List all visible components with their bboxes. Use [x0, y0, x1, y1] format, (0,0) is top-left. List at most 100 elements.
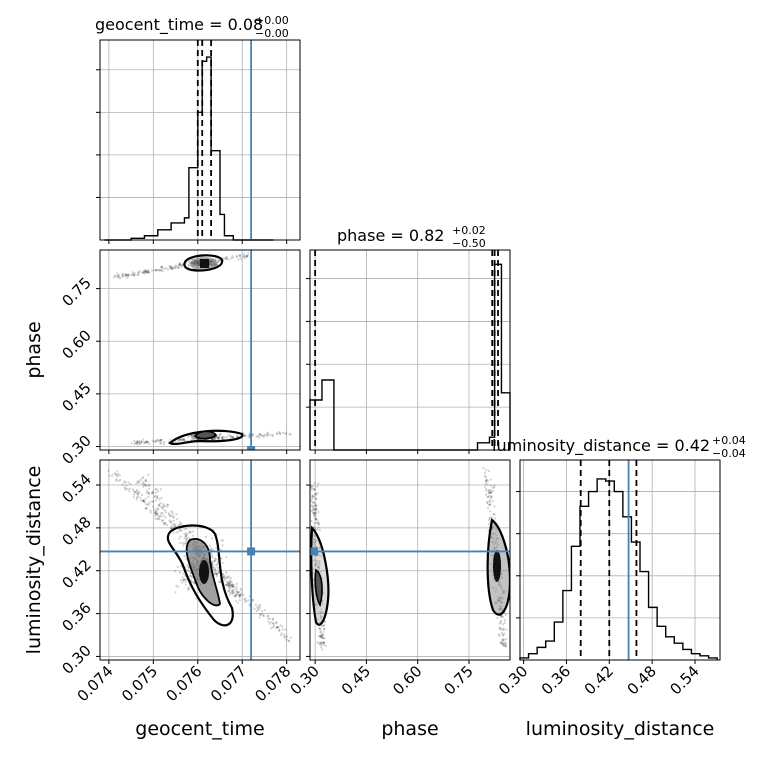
sample-point	[156, 496, 159, 499]
sample-point	[166, 505, 169, 508]
sample-point	[226, 575, 229, 578]
sample-point	[153, 494, 156, 497]
sample-point	[243, 256, 246, 260]
sample-point	[312, 508, 315, 511]
sample-point	[323, 641, 326, 644]
sample-point	[503, 643, 507, 646]
sample-point	[152, 440, 155, 443]
sample-point	[318, 522, 321, 525]
title-phase: phase = 0.82	[337, 226, 444, 245]
sample-point	[111, 474, 114, 477]
sample-point	[163, 505, 166, 508]
sample-point	[320, 641, 323, 644]
sample-point	[193, 582, 196, 585]
sample-point	[235, 585, 238, 589]
title-luminosity-distance: luminosity_distance = 0.42	[492, 436, 710, 456]
sample-point	[322, 628, 326, 631]
sample-point	[318, 529, 322, 532]
sample-point	[218, 259, 221, 262]
sample-point	[233, 594, 236, 597]
sample-point	[485, 487, 488, 491]
sample-point	[143, 500, 146, 503]
sample-point	[256, 607, 259, 610]
sample-point	[323, 623, 326, 627]
sample-point	[238, 594, 241, 597]
sample-point	[214, 568, 217, 571]
sample-point	[145, 270, 148, 273]
sample-point	[311, 508, 315, 511]
density-contour-inner	[314, 568, 323, 608]
sample-point	[136, 488, 139, 492]
sample-point	[141, 482, 144, 485]
sample-point	[314, 497, 318, 501]
sample-point	[501, 615, 505, 619]
sample-point	[486, 501, 489, 504]
sample-point	[187, 435, 190, 438]
sample-point	[310, 509, 313, 512]
sample-point	[247, 252, 250, 255]
sample-point	[158, 504, 161, 508]
sample-point	[133, 274, 136, 277]
sample-point	[320, 610, 323, 614]
sample-point	[321, 602, 324, 606]
sample-point	[161, 519, 164, 522]
sample-point	[191, 530, 194, 533]
sample-point	[147, 503, 150, 506]
sample-point	[231, 436, 234, 439]
sample-point	[154, 439, 157, 442]
sample-point	[233, 588, 236, 591]
sample-point	[314, 507, 318, 510]
sample-point	[181, 263, 184, 266]
sample-point	[502, 628, 505, 631]
sample-point	[500, 641, 503, 644]
sample-point	[155, 494, 159, 498]
sample-point	[500, 629, 504, 632]
sample-point	[227, 581, 230, 585]
sample-point	[211, 438, 214, 441]
sample-point	[154, 512, 157, 515]
sample-point	[171, 513, 174, 516]
sample-point	[148, 493, 151, 496]
sample-point	[174, 591, 177, 594]
sample-point	[193, 436, 196, 439]
sample-point	[140, 493, 144, 497]
sample-point	[323, 637, 326, 640]
sample-point	[215, 562, 219, 566]
sample-point	[314, 512, 317, 515]
sample-point	[191, 437, 194, 441]
sample-point	[312, 514, 316, 517]
sample-point	[159, 488, 163, 491]
sample-point	[489, 478, 492, 481]
sample-point	[144, 442, 147, 445]
sample-point	[317, 523, 320, 526]
sample-point	[217, 436, 220, 440]
sample-point	[245, 255, 249, 258]
sample-point	[251, 598, 255, 601]
sample-point	[189, 575, 193, 578]
sample-point	[318, 628, 322, 631]
sample-point	[234, 593, 237, 597]
sample-point	[237, 258, 240, 261]
histogram-bin	[623, 517, 632, 660]
histogram-bin	[189, 168, 198, 240]
sample-point	[316, 528, 319, 531]
x-tick-label-luminosity-distance: 0.54	[666, 662, 702, 698]
sample-point	[164, 511, 167, 514]
sample-point	[178, 263, 181, 266]
sample-point	[321, 624, 324, 627]
sample-point	[126, 273, 129, 277]
sample-point	[245, 599, 248, 603]
sample-point	[146, 441, 149, 444]
sample-point	[211, 437, 214, 441]
sample-point	[322, 611, 325, 614]
sample-point	[246, 254, 249, 257]
histogram-bin	[614, 492, 623, 660]
sample-point	[315, 497, 318, 500]
sample-point	[142, 499, 145, 502]
sample-point	[276, 432, 279, 435]
x-tick-label-luminosity-distance: 0.48	[624, 662, 660, 698]
sample-point	[193, 581, 196, 584]
sample-point	[208, 544, 211, 547]
sample-point	[217, 435, 221, 439]
sample-point	[231, 586, 234, 589]
